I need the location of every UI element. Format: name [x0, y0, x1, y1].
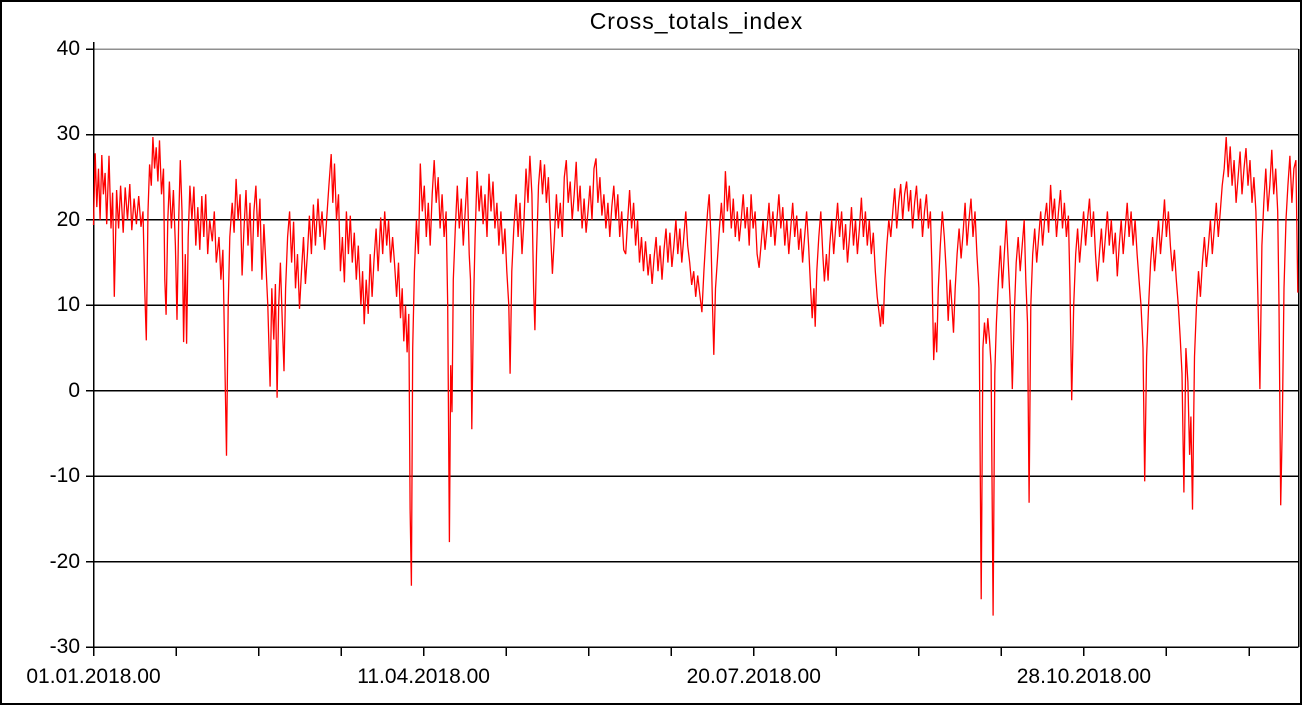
y-axis-label: -30 — [49, 635, 80, 659]
y-axis-label: 10 — [56, 293, 80, 317]
x-axis-label: 01.01.2018.00 — [26, 665, 161, 688]
series-line — [92, 136, 1299, 616]
y-axis-label: 20 — [56, 207, 80, 231]
x-axis-label: 20.07.2018.00 — [686, 665, 821, 688]
x-axis-label: 11.04.2018.00 — [357, 665, 490, 688]
y-axis-label: -20 — [49, 549, 80, 573]
y-axis-label: 0 — [68, 378, 80, 402]
y-axis-label: 30 — [56, 122, 80, 146]
y-axis-label: 40 — [56, 37, 80, 60]
x-axis-label: 28.10.2018.00 — [1016, 665, 1152, 688]
chart-title: Cross_totals_index — [589, 8, 804, 34]
y-axis-label: -10 — [49, 464, 80, 488]
